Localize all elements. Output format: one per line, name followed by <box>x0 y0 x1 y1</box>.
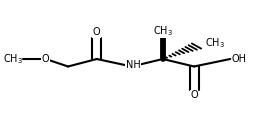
Text: NH: NH <box>126 60 140 70</box>
Text: O: O <box>42 54 49 64</box>
Text: OH: OH <box>232 54 246 64</box>
Text: O: O <box>190 90 198 100</box>
Text: CH$_3$: CH$_3$ <box>153 24 173 38</box>
Text: O: O <box>93 27 101 38</box>
Text: CH$_3$: CH$_3$ <box>3 52 23 66</box>
Text: CH$_3$: CH$_3$ <box>205 36 225 50</box>
